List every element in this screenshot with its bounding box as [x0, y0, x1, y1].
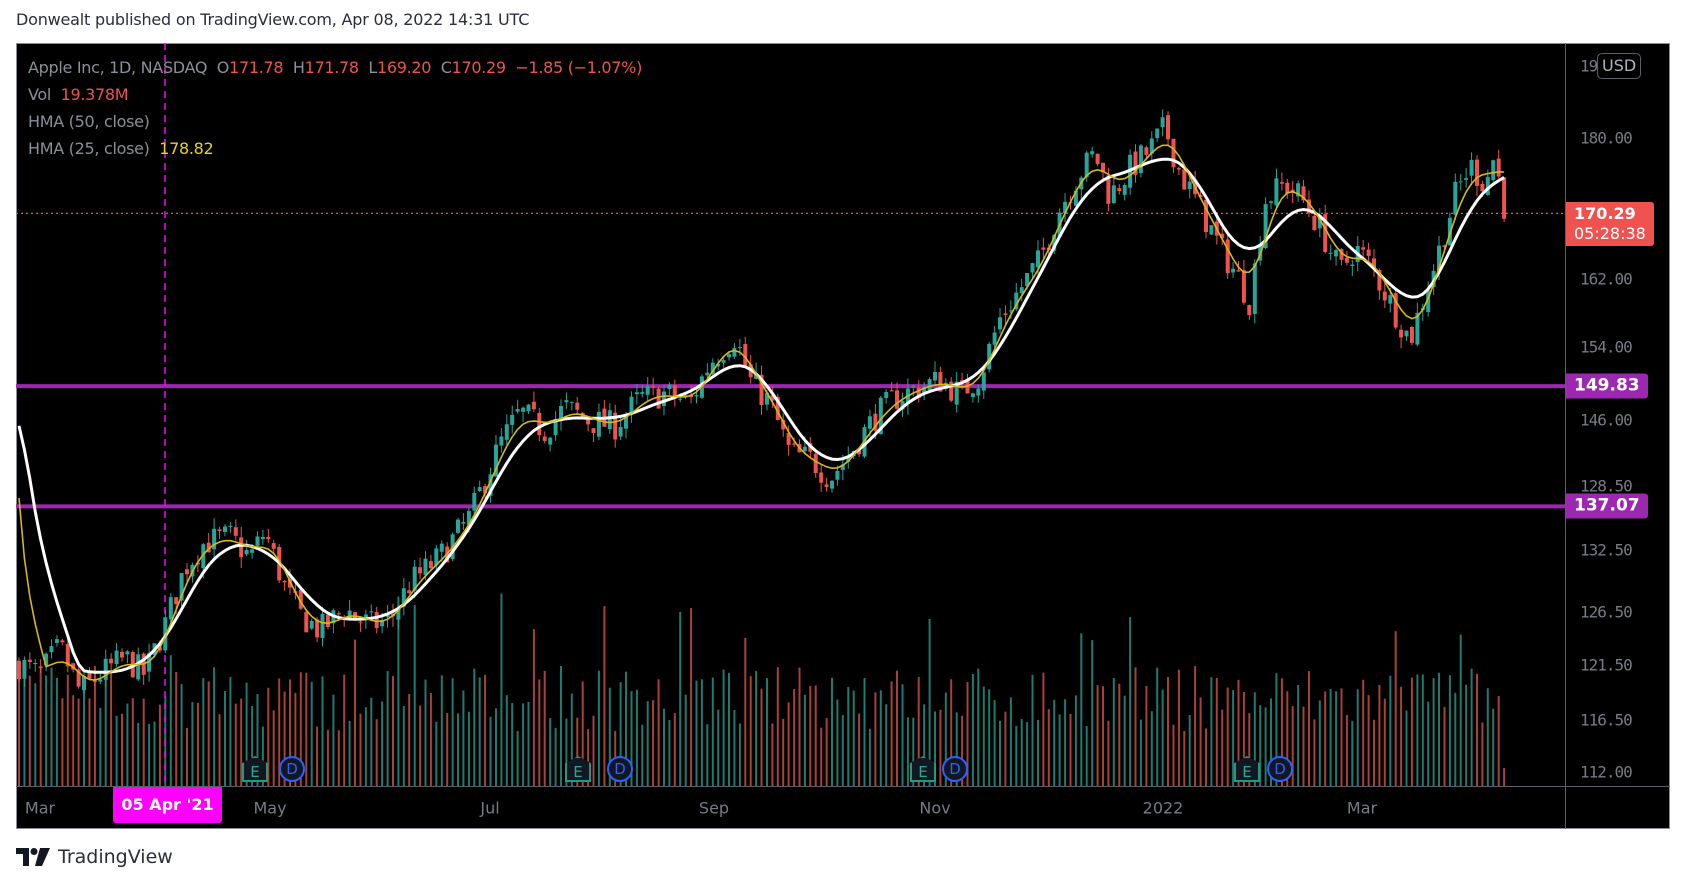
price-tick: 154.00	[1580, 337, 1633, 357]
footer-brand[interactable]: TradingView	[58, 846, 173, 868]
time-tick: Mar	[1346, 798, 1378, 818]
current-price: 170.29	[1574, 204, 1636, 223]
currency-badge[interactable]: USD	[1597, 53, 1642, 79]
earnings-marker-icon[interactable]: E	[910, 756, 936, 782]
open-value: 171.78	[229, 58, 284, 77]
price-tick: 146.00	[1580, 410, 1633, 430]
change-value: −1.85 (−1.07%)	[515, 58, 643, 77]
low-value: 169.20	[376, 58, 432, 77]
chart-frame[interactable]	[16, 43, 1670, 829]
dividend-marker-icon[interactable]: D	[279, 756, 305, 782]
hma50-row: HMA (50, close)	[28, 108, 642, 135]
tradingview-logo-icon	[16, 848, 50, 866]
volume-bars	[18, 593, 1506, 786]
ohlc-row: Apple Inc, 1D, NASDAQ O171.78 H171.78 L1…	[28, 58, 643, 77]
time-tick: Jul	[480, 798, 500, 818]
price-tick: 162.00	[1580, 269, 1633, 289]
time-tick: 2022	[1142, 798, 1184, 818]
symbol-name[interactable]: Apple Inc, 1D, NASDAQ	[28, 58, 208, 77]
dividend-marker-icon[interactable]: D	[607, 756, 633, 782]
price-tick: 132.50	[1580, 540, 1633, 560]
time-tick: Sep	[698, 798, 730, 818]
hma25-row: HMA (25, close) 178.82	[28, 135, 642, 162]
volume-value: 19.378M	[60, 85, 129, 104]
hma50-label[interactable]: HMA (50, close)	[28, 112, 150, 131]
time-tick: May	[253, 798, 287, 818]
price-tick: 180.00	[1580, 128, 1633, 148]
close-value: 170.29	[451, 58, 506, 77]
price-tick: 116.50	[1580, 710, 1633, 730]
current-price-tag: 170.29 05:28:38	[1566, 202, 1654, 246]
chart-legend: Apple Inc, 1D, NASDAQ O171.78 H171.78 L1…	[28, 54, 642, 162]
price-tick-clipped: 19	[1580, 56, 1598, 76]
time-axis-divider	[16, 786, 1670, 787]
price-tick: 121.50	[1580, 655, 1633, 675]
volume-label[interactable]: Vol	[28, 85, 52, 104]
price-axis-divider	[1565, 43, 1566, 829]
hma25-value: 178.82	[159, 139, 214, 158]
price-tick: 128.50	[1580, 476, 1633, 496]
hma50-line	[17, 157, 1505, 674]
candlestick-chart[interactable]	[16, 43, 1670, 829]
level-tag-upper[interactable]: 149.83	[1566, 373, 1648, 399]
price-tick: 126.50	[1580, 602, 1633, 622]
price-tick: 112.00	[1580, 762, 1633, 782]
hma25-label[interactable]: HMA (25, close)	[28, 139, 150, 158]
hma25-line	[18, 144, 1505, 681]
bar-countdown: 05:28:38	[1574, 224, 1646, 243]
dividend-marker-icon[interactable]: D	[1267, 756, 1293, 782]
high-value: 171.78	[304, 58, 359, 77]
time-cursor-label: 05 Apr '21	[113, 787, 222, 823]
time-tick: Nov	[919, 798, 951, 818]
volume-row: Vol 19.378M	[28, 81, 642, 108]
dividend-marker-icon[interactable]: D	[942, 756, 968, 782]
level-tag-lower[interactable]: 137.07	[1566, 493, 1648, 519]
footer: TradingView	[16, 846, 173, 868]
published-header: Donwealt published on TradingView.com, A…	[16, 10, 530, 29]
time-tick: Mar	[24, 798, 56, 818]
